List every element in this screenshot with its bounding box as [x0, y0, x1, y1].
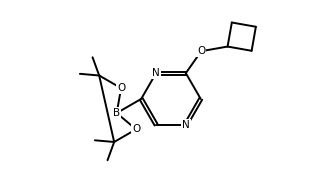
- Text: O: O: [132, 124, 140, 134]
- Text: N: N: [182, 120, 190, 130]
- Text: O: O: [117, 83, 125, 93]
- Text: N: N: [152, 68, 160, 78]
- Text: B: B: [113, 108, 120, 118]
- Text: O: O: [197, 46, 205, 56]
